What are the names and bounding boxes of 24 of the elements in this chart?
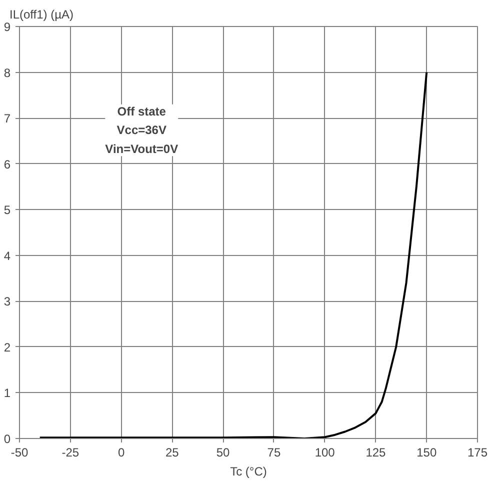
x-axis-title: Tc (°C)	[230, 464, 267, 478]
y-tick-label: 5	[4, 203, 11, 218]
y-tick-label: 3	[4, 294, 11, 309]
x-tick-label: 150	[416, 446, 437, 460]
y-tick-label: 4	[4, 248, 11, 263]
y-tick-label: 6	[4, 157, 11, 172]
x-tick-label: -25	[62, 446, 80, 460]
x-tick-label: 0	[118, 446, 125, 460]
y-axis-title: IL(off1) (µA)	[10, 8, 74, 22]
y-tick-label: 7	[4, 112, 11, 126]
y-tick-label: 9	[4, 20, 11, 34]
x-tick-label: 175	[467, 446, 488, 460]
y-tick-label: 2	[4, 340, 11, 354]
x-tick-label: 125	[366, 446, 386, 460]
y-tick-label: 8	[4, 66, 11, 80]
x-tick-label: 50	[216, 446, 230, 460]
y-tick-label: 0	[4, 432, 11, 446]
x-tick-label: 75	[267, 446, 281, 460]
line-series	[38, 71, 428, 438]
annotation: Off state Vcc=36V Vin=Vout=0V	[105, 104, 178, 156]
x-tick-label: 25	[165, 446, 180, 460]
y-tick-label: 1	[4, 386, 11, 400]
x-tick-label: 100	[314, 446, 336, 460]
x-tick-label: -50	[10, 446, 28, 460]
